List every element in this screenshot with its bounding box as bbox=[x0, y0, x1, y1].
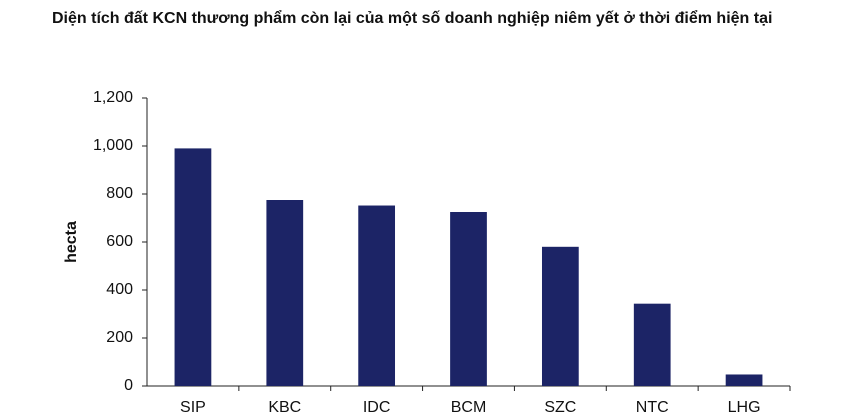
x-tick-label: KBC bbox=[268, 399, 301, 416]
y-tick-label: 600 bbox=[106, 233, 133, 250]
x-tick-label: BCM bbox=[451, 399, 487, 416]
x-tick-label: NTC bbox=[636, 399, 669, 416]
x-tick-label: LHG bbox=[728, 399, 761, 416]
bar bbox=[358, 205, 396, 386]
x-tick-label: IDC bbox=[363, 399, 391, 416]
y-axis-label: hecta bbox=[63, 221, 80, 263]
bar bbox=[450, 212, 487, 386]
bar bbox=[266, 200, 304, 386]
bar bbox=[174, 148, 212, 386]
chart-title: Diện tích đất KCN thương phẩm còn lại củ… bbox=[52, 10, 773, 27]
y-tick-label: 200 bbox=[106, 329, 133, 346]
y-tick-label: 0 bbox=[124, 377, 133, 394]
x-tick-label: SZC bbox=[544, 399, 576, 416]
y-tick-label: 1,200 bbox=[93, 89, 133, 106]
bar bbox=[725, 374, 763, 386]
y-tick-label: 400 bbox=[106, 281, 133, 298]
y-tick-label: 800 bbox=[106, 185, 133, 202]
bar bbox=[541, 246, 579, 386]
y-tick-label: 1,000 bbox=[93, 137, 133, 154]
x-tick-label: SIP bbox=[180, 399, 206, 416]
bar bbox=[633, 303, 671, 386]
